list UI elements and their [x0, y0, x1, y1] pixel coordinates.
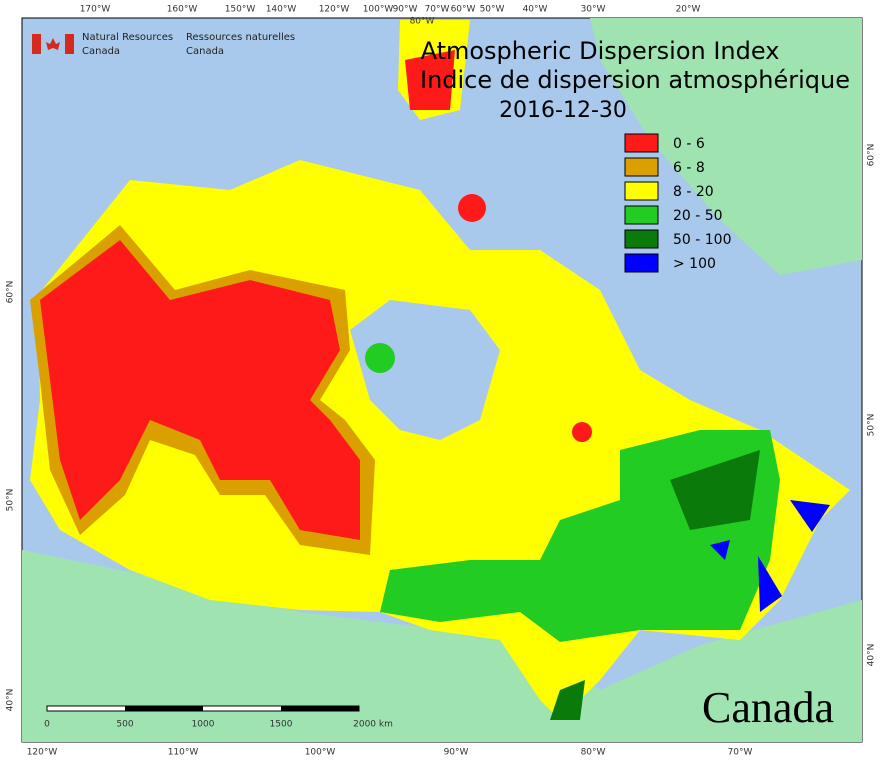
lon-label: 120°W [319, 5, 350, 15]
legend-label: 20 - 50 [673, 208, 723, 224]
lon-label: 20°W [676, 5, 701, 15]
scale-label: 2000 km [353, 720, 393, 730]
date: 2016-12-30 [499, 98, 627, 123]
lon-label: 170°W [80, 5, 111, 15]
scale-segment [281, 706, 359, 711]
lon-label: 110°W [168, 748, 199, 758]
graticule-left: 60°N 50°N 40°N [6, 281, 16, 712]
lat-label: 40°N [867, 644, 877, 667]
lat-label: 60°N [6, 281, 16, 304]
scale-label: 500 [116, 720, 133, 730]
legend-label: > 100 [673, 256, 716, 272]
lat-label: 50°N [6, 489, 16, 512]
lat-label: 60°N [867, 144, 877, 167]
zone [670, 450, 760, 530]
lon-label: 90°W [444, 748, 469, 758]
lon-label: 60°W [451, 5, 476, 15]
legend-swatch [624, 157, 659, 177]
legend-swatch [624, 133, 659, 153]
zone [710, 500, 830, 612]
logo-text: Natural Resources [82, 32, 173, 43]
logo-text: Ressources naturelles [186, 32, 295, 43]
lat-label: 40°N [6, 689, 16, 712]
greenland [590, 18, 862, 275]
title-block: Atmospheric Dispersion Index Indice de d… [420, 37, 850, 123]
legend-label: 6 - 8 [673, 160, 705, 176]
wordmark: Canada [702, 683, 834, 732]
logo-text: Canada [186, 46, 224, 57]
lon-label: 90°W [393, 5, 418, 15]
logo: Natural Resources Canada Ressources natu… [32, 32, 295, 57]
lon-label: 80°W [581, 748, 606, 758]
zone [365, 343, 395, 373]
lon-label: 70°W [425, 5, 450, 15]
legend: 0 - 6 6 - 8 8 - 20 20 - 50 50 - 100 > 100 [624, 133, 732, 273]
legend-swatch [624, 229, 659, 249]
lon-label: 50°W [480, 5, 505, 15]
graticule-right: 60°N 50°N 40°N [867, 144, 877, 667]
map [21, 17, 863, 743]
legend-label: 8 - 20 [673, 184, 714, 200]
flag-bar [65, 34, 74, 54]
lon-label: 70°W [728, 748, 753, 758]
zone [458, 194, 486, 222]
zone [550, 680, 585, 720]
graticule-bottom: 120°W 110°W 100°W 90°W 80°W 70°W [27, 748, 753, 758]
lon-label: 140°W [266, 5, 297, 15]
legend-swatch [624, 181, 659, 201]
title: Atmospheric Dispersion Index [421, 37, 780, 65]
legend-label: 50 - 100 [673, 232, 732, 248]
lon-label: 120°W [27, 748, 58, 758]
title-fr: Indice de dispersion atmosphérique [420, 66, 850, 94]
lon-label: 150°W [225, 5, 256, 15]
legend-swatch [624, 205, 659, 225]
zone [40, 240, 360, 540]
zone [405, 50, 455, 110]
scale-label: 0 [44, 720, 50, 730]
flag-bar [32, 34, 41, 54]
maple-leaf [46, 38, 60, 50]
legend-swatch [624, 253, 659, 273]
scale-label: 1500 [270, 720, 293, 730]
graticule-top: 170°W 160°W 150°W 140°W 120°W 100°W 90°W… [80, 5, 701, 27]
lon-label: 80°W [410, 17, 435, 27]
lon-label: 40°W [523, 5, 548, 15]
scale-segment [125, 706, 203, 711]
scale-label: 1000 [192, 720, 215, 730]
lon-label: 100°W [363, 5, 394, 15]
hudson-bay [350, 300, 500, 440]
logo-text: Canada [82, 46, 120, 57]
scale-bar: 0 500 1000 1500 2000 km [44, 705, 393, 730]
legend-label: 0 - 6 [673, 136, 705, 152]
lon-label: 30°W [581, 5, 606, 15]
zone [572, 422, 592, 442]
lat-label: 50°N [867, 414, 877, 437]
lon-label: 160°W [167, 5, 198, 15]
lon-label: 100°W [305, 748, 336, 758]
